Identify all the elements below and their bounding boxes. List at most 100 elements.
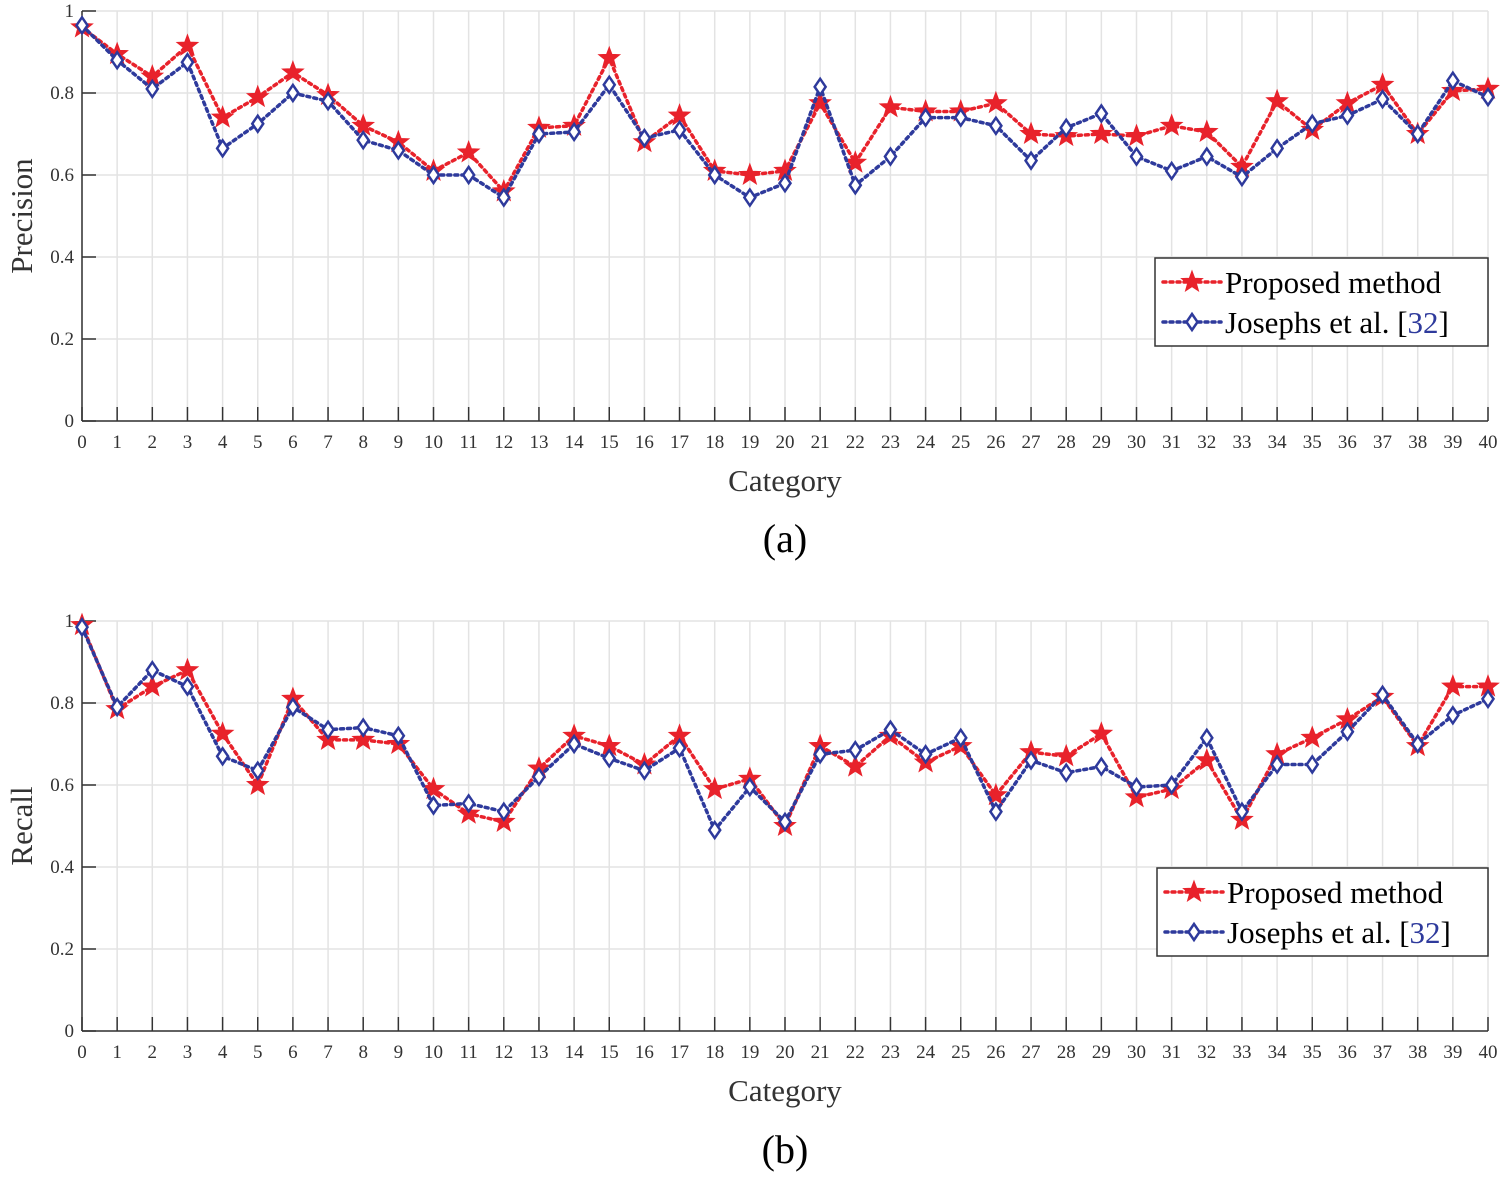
precision-panel: 0 1 2 3 4 5 6 7 8 9 10 11 12 13 14 15 16 17 18 19 20 21 22 23 24… bbox=[4, 1, 1500, 561]
diamond-point bbox=[1199, 146, 1214, 167]
x-tick-label: 1 bbox=[112, 1042, 122, 1063]
y-tick-label: 0.6 bbox=[50, 775, 74, 796]
x-tick-label: 14 bbox=[565, 432, 585, 453]
diamond-point bbox=[145, 78, 160, 100]
y-axis-title: Precision bbox=[4, 158, 39, 274]
x-tick-label: 35 bbox=[1303, 1042, 1322, 1063]
diamond-point bbox=[496, 187, 511, 208]
star-point bbox=[175, 657, 200, 681]
diamond-point bbox=[1164, 774, 1179, 796]
diamond-point bbox=[1410, 733, 1425, 755]
diamond-point bbox=[285, 696, 300, 718]
legend-label: Josephs et al. [32] bbox=[1227, 915, 1451, 950]
diamond-point bbox=[988, 801, 1003, 822]
x-tick-label: 18 bbox=[705, 1042, 724, 1063]
x-tick-label: 18 bbox=[705, 432, 724, 453]
legend-label: Proposed method bbox=[1225, 265, 1442, 300]
x-tick-label: 20 bbox=[776, 432, 795, 453]
x-tick-label: 15 bbox=[600, 432, 619, 453]
diamond-point bbox=[426, 795, 441, 816]
x-tick-label: 11 bbox=[460, 432, 478, 453]
diamond-point bbox=[1375, 88, 1390, 110]
x-tick-label: 23 bbox=[881, 432, 900, 453]
diamond-point bbox=[1129, 146, 1144, 167]
diamond-point bbox=[1305, 113, 1320, 134]
x-tick-label: 13 bbox=[529, 1042, 548, 1063]
x-tick-label: 6 bbox=[288, 432, 298, 453]
x-tick-label: 30 bbox=[1127, 432, 1146, 453]
star-point bbox=[281, 60, 305, 83]
diamond-point bbox=[883, 146, 898, 167]
diamond-point bbox=[707, 819, 722, 841]
diamond-point bbox=[1129, 776, 1144, 798]
x-tick-label: 40 bbox=[1479, 432, 1498, 453]
x-tick-label: 32 bbox=[1197, 1042, 1216, 1063]
x-tick-label: 19 bbox=[740, 432, 759, 453]
diamond-point bbox=[461, 793, 476, 814]
x-tick-label: 10 bbox=[424, 432, 443, 453]
x-tick-label: 36 bbox=[1338, 1042, 1357, 1063]
diamond-point bbox=[848, 739, 863, 761]
x-tick-label: 26 bbox=[986, 1042, 1005, 1063]
x-tick-label: 1 bbox=[112, 432, 122, 453]
x-tick-label: 28 bbox=[1057, 432, 1076, 453]
x-tick-label: 37 bbox=[1373, 432, 1392, 453]
star-point bbox=[984, 90, 1008, 114]
star-point bbox=[1441, 674, 1465, 697]
x-tick-label: 31 bbox=[1162, 1042, 1181, 1063]
diamond-point bbox=[1305, 754, 1320, 775]
diamond-point bbox=[742, 776, 757, 798]
panel-caption: (b) bbox=[762, 1127, 809, 1172]
star-point bbox=[1054, 743, 1079, 767]
star-point bbox=[1300, 725, 1325, 748]
star-point bbox=[140, 674, 165, 697]
x-tick-label: 19 bbox=[740, 1042, 759, 1063]
x-tick-label: 5 bbox=[253, 1042, 263, 1063]
legend-star-icon bbox=[1182, 879, 1206, 903]
legend-diamond-icon bbox=[1186, 921, 1202, 943]
josephs-series bbox=[74, 15, 1496, 208]
y-tick-label: 0.8 bbox=[50, 693, 74, 714]
diamond-point bbox=[74, 616, 90, 638]
star-point bbox=[1265, 88, 1289, 112]
legend-label: Josephs et al. [32] bbox=[1225, 305, 1449, 340]
diamond-point bbox=[567, 121, 582, 143]
diamond-point bbox=[988, 115, 1003, 137]
star-point bbox=[738, 162, 762, 186]
x-tick-label: 10 bbox=[424, 1042, 443, 1063]
x-tick-label: 29 bbox=[1092, 1042, 1111, 1063]
x-tick-label: 12 bbox=[494, 1042, 513, 1063]
x-tick-label: 26 bbox=[986, 432, 1005, 453]
diamond-point bbox=[496, 801, 511, 822]
y-axis-title: Recall bbox=[4, 786, 39, 865]
x-tick-label: 2 bbox=[148, 1042, 158, 1063]
diamond-point bbox=[1375, 684, 1390, 706]
x-tick-label: 13 bbox=[529, 432, 548, 453]
diamond-point bbox=[953, 107, 968, 128]
x-tick-label: 38 bbox=[1408, 1042, 1427, 1063]
star-point bbox=[1124, 123, 1149, 147]
x-tick-label: 40 bbox=[1479, 1042, 1498, 1063]
diamond-point bbox=[1234, 801, 1249, 822]
star-point bbox=[1159, 113, 1184, 136]
y-tick-label: 0.2 bbox=[50, 329, 74, 350]
x-tick-label: 20 bbox=[776, 1042, 795, 1063]
diamond-point bbox=[215, 138, 230, 159]
legend: Proposed method Josephs et al. [32] bbox=[1156, 867, 1489, 957]
x-tick-label: 0 bbox=[77, 432, 87, 453]
x-tick-label: 27 bbox=[1022, 1042, 1041, 1063]
x-tick-label: 17 bbox=[670, 432, 689, 453]
diamond-point bbox=[180, 52, 195, 73]
x-tick-label: 33 bbox=[1232, 432, 1251, 453]
diamond-point bbox=[1059, 762, 1074, 783]
x-tick-label: 22 bbox=[846, 432, 865, 453]
legend-box bbox=[1156, 867, 1489, 957]
diamond-point bbox=[602, 74, 617, 96]
diamond-point bbox=[356, 129, 371, 151]
diamond-point bbox=[1094, 103, 1109, 124]
diamond-point bbox=[777, 172, 793, 194]
star-point bbox=[843, 754, 868, 777]
diamond-point bbox=[531, 123, 546, 145]
diamond-point bbox=[180, 676, 195, 697]
diamond-point bbox=[426, 164, 441, 186]
